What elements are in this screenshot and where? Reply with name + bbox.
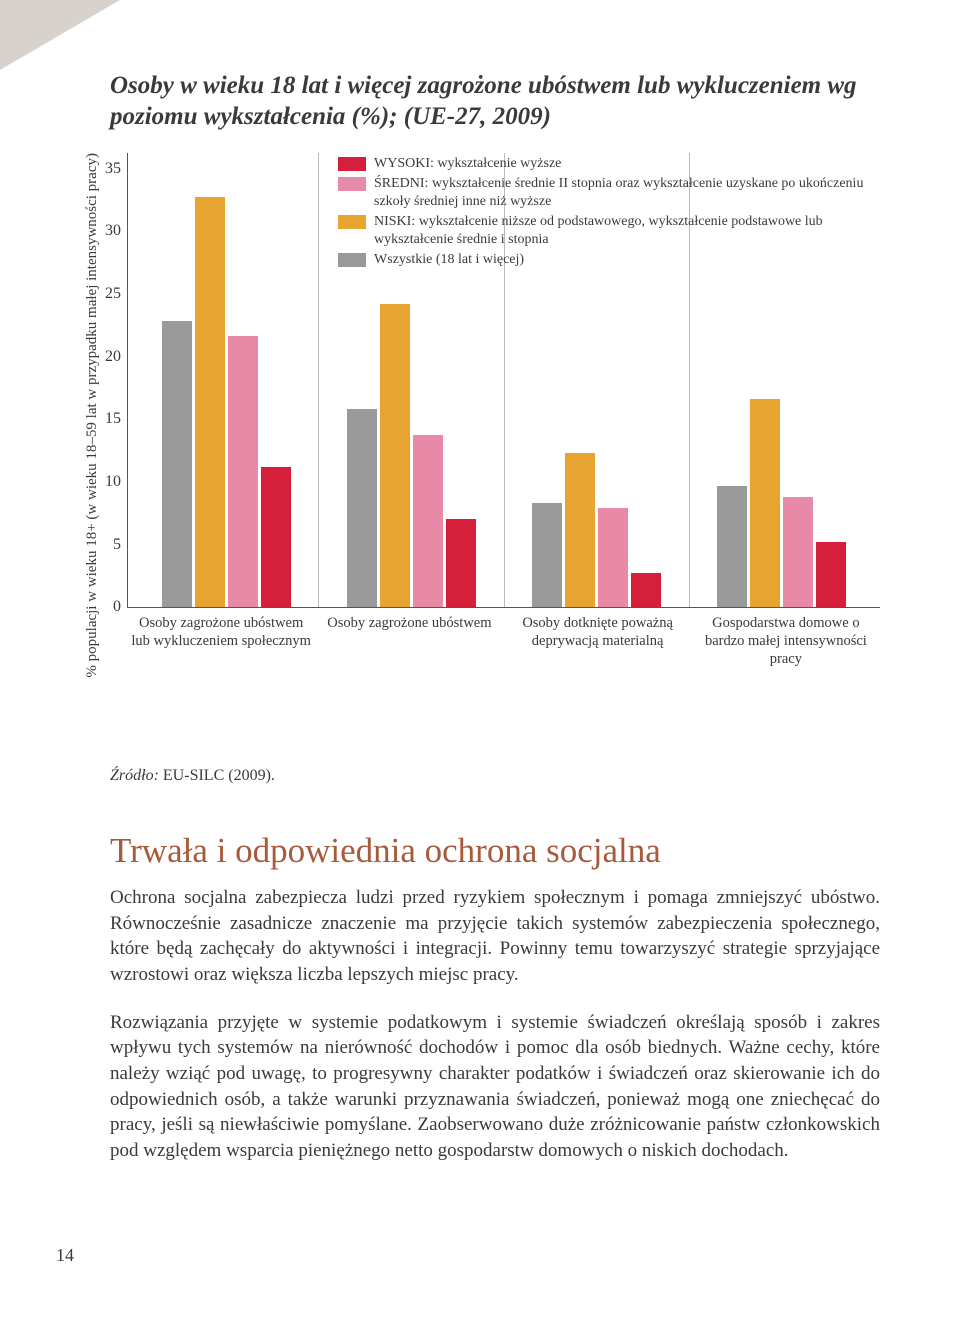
y-tick: 25 xyxy=(105,286,121,302)
paragraph-2: Rozwiązania przyjęte w systemie podatkow… xyxy=(110,1010,880,1164)
paragraph-1: Ochrona socjalna zabezpiecza ludzi przed… xyxy=(110,885,880,988)
bar-wysoki xyxy=(446,519,476,606)
x-label: Osoby dotknięte poważną deprywacją mater… xyxy=(504,614,692,668)
legend-label: WYSOKI: wykształcenie wyższe xyxy=(374,155,876,173)
x-axis-labels: Osoby zagrożone ubóstwem lub wykluczenie… xyxy=(127,614,880,668)
legend-swatch xyxy=(338,253,366,267)
bar-niski xyxy=(565,453,595,606)
legend-swatch xyxy=(338,215,366,229)
bar-niski xyxy=(380,304,410,607)
corner-decoration xyxy=(0,0,120,70)
bar-wszystkie xyxy=(532,503,562,607)
chart-legend: WYSOKI: wykształcenie wyższe ŚREDNI: wyks… xyxy=(338,155,876,272)
legend-label: Wszystkie (18 lat i więcej) xyxy=(374,251,876,269)
bar-sredni xyxy=(598,508,628,607)
y-tick: 0 xyxy=(105,599,121,615)
y-tick: 5 xyxy=(105,537,121,553)
y-tick: 10 xyxy=(105,474,121,490)
legend-label: ŚREDNI: wykształcenie średnie II stopnia… xyxy=(374,175,876,210)
bar-sredni xyxy=(413,435,443,607)
page-number: 14 xyxy=(56,1245,74,1266)
bar-wysoki xyxy=(261,467,291,606)
bar-sredni xyxy=(228,336,258,606)
legend-item: Wszystkie (18 lat i więcej) xyxy=(338,251,876,269)
y-axis-label: % populacji w wieku 18+ (w wieku 18–59 l… xyxy=(80,153,105,678)
source-value: EU-SILC (2009). xyxy=(163,767,275,784)
y-tick: 15 xyxy=(105,411,121,427)
legend-item: NISKI: wykształcenie niższe od podstawow… xyxy=(338,213,876,248)
chart: % populacji w wieku 18+ (w wieku 18–59 l… xyxy=(80,153,880,758)
bar-sredni xyxy=(783,497,813,606)
x-label: Gospodarstwa domowe o bardzo małej inten… xyxy=(692,614,880,668)
bar-wysoki xyxy=(816,542,846,607)
y-tick: 20 xyxy=(105,349,121,365)
chart-title: Osoby w wieku 18 lat i więcej zagrożone … xyxy=(110,70,880,133)
bar-wszystkie xyxy=(717,486,747,607)
chart-source: Źródło: EU-SILC (2009). xyxy=(110,767,880,785)
legend-label: NISKI: wykształcenie niższe od podstawow… xyxy=(374,213,876,248)
x-label: Osoby zagrożone ubóstwem xyxy=(315,614,503,668)
section-title: Trwała i odpowiednia ochrona socjalna xyxy=(110,831,880,871)
y-axis-ticks: 35302520151050 xyxy=(105,153,127,608)
bar-niski xyxy=(750,399,780,607)
source-label: Źródło: xyxy=(110,767,159,784)
y-tick: 35 xyxy=(105,161,121,177)
legend-swatch xyxy=(338,157,366,171)
bar-wszystkie xyxy=(347,409,377,607)
legend-item: ŚREDNI: wykształcenie średnie II stopnia… xyxy=(338,175,876,210)
bar-niski xyxy=(195,197,225,607)
bar-wszystkie xyxy=(162,321,192,607)
bar-wysoki xyxy=(631,573,661,607)
legend-item: WYSOKI: wykształcenie wyższe xyxy=(338,155,876,173)
legend-swatch xyxy=(338,177,366,191)
bar-group xyxy=(134,153,319,607)
y-tick: 30 xyxy=(105,223,121,239)
x-label: Osoby zagrożone ubóstwem lub wykluczenie… xyxy=(127,614,315,668)
plot-area: WYSOKI: wykształcenie wyższe ŚREDNI: wyks… xyxy=(127,153,880,608)
